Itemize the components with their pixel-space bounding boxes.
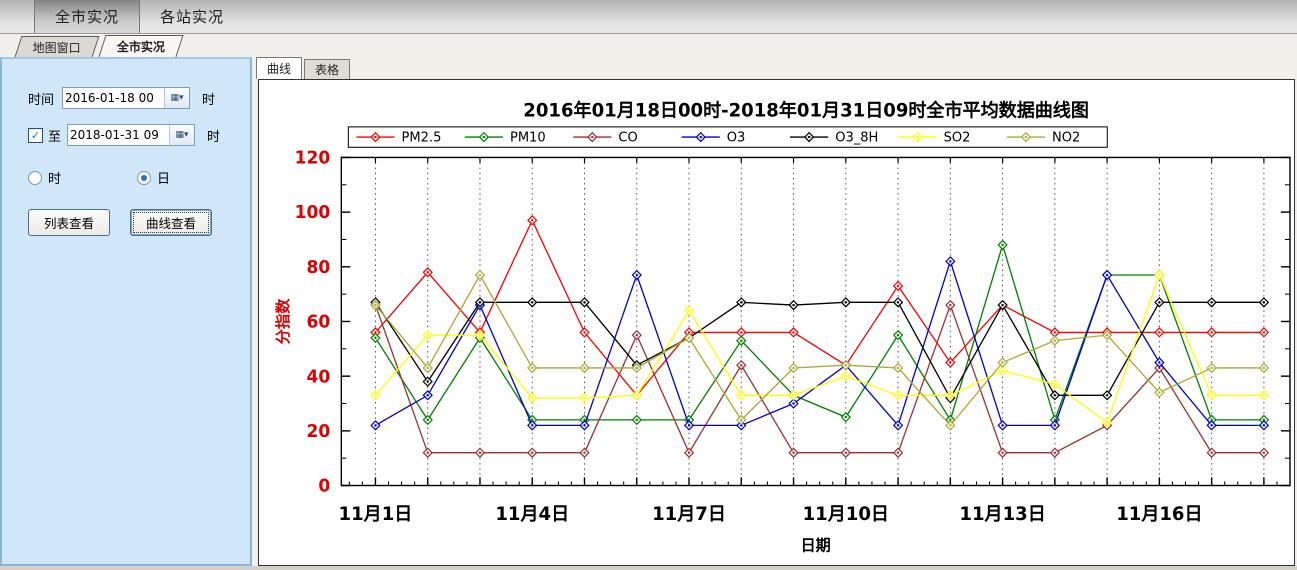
window-tab-map[interactable]: 地图窗口 [14,36,100,57]
svg-text:SO2: SO2 [944,131,971,146]
svg-text:11月10日: 11月10日 [803,504,889,525]
svg-text:11月13日: 11月13日 [959,504,1045,525]
svg-text:日期: 日期 [801,537,831,555]
radio-hour[interactable] [28,170,42,185]
radio-day-label: 日 [157,172,171,187]
chart-panel: 曲线 表格 2016年01月18日00时-2018年01月31日09时全市平均数… [252,57,1297,566]
svg-text:PM2.5: PM2.5 [402,131,442,146]
end-hour-suffix: 时 [207,129,221,145]
view-tab-strip: 曲线 表格 [252,57,1297,79]
svg-text:PM10: PM10 [510,131,546,146]
svg-text:11月4日: 11月4日 [495,504,569,525]
main-tab-bar: 全市实况 各站实况 [0,0,1297,34]
calendar-dropdown-icon[interactable]: ▦▾ [169,125,195,145]
svg-text:80: 80 [307,258,331,278]
main-tab-citywide[interactable]: 全市实况 [34,0,140,33]
end-date-field-wrap: ▦▾ [67,124,196,146]
svg-text:20: 20 [307,422,331,442]
window-tab-citywide-label: 全市实况 [116,40,165,54]
start-date-input[interactable] [63,91,165,105]
view-tab-curve-label: 曲线 [267,62,292,76]
window-tab-citywide[interactable]: 全市实况 [98,35,184,57]
query-panel: 时间 ▦▾ 时 ✓ 至 ▦▾ 时 时 [0,57,252,566]
svg-text:O3: O3 [727,131,746,146]
svg-text:O3_8H: O3_8H [835,131,878,146]
end-date-input[interactable] [68,128,170,142]
chart-container: 2016年01月18日00时-2018年01月31日09时全市平均数据曲线图 0 2… [258,79,1295,566]
svg-text:0: 0 [318,477,330,497]
main-tab-stations-label: 各站实况 [159,8,224,26]
list-view-button[interactable]: 列表查看 [28,209,110,236]
to-label: 至 [48,129,62,145]
main-tab-stations[interactable]: 各站实况 [140,0,244,33]
svg-text:11月16日: 11月16日 [1116,504,1202,525]
svg-text:2016年01月18日00时-2018年01月31日09时全: 2016年01月18日00时-2018年01月31日09时全市平均数据曲线图 [523,100,1089,122]
svg-text:11月7日: 11月7日 [652,504,726,525]
action-row: 列表查看 曲线查看 [28,209,250,236]
svg-text:CO: CO [618,131,637,146]
chart-canvas: 2016年01月18日00时-2018年01月31日09时全市平均数据曲线图 0 2… [258,79,1295,566]
start-time-row: 时间 ▦▾ 时 [28,87,250,109]
svg-text:分指数: 分指数 [274,298,292,345]
curve-view-button[interactable]: 曲线查看 [130,209,212,236]
window-tab-map-label: 地图窗口 [32,40,81,55]
radio-day[interactable] [137,170,152,185]
radio-hour-label: 时 [48,172,62,187]
main-tab-citywide-label: 全市实况 [54,8,119,26]
main-area: 时间 ▦▾ 时 ✓ 至 ▦▾ 时 时 [0,57,1297,566]
calendar-dropdown-icon[interactable]: ▦▾ [164,88,190,108]
time-label: 时间 [28,92,55,108]
end-time-row: ✓ 至 ▦▾ 时 [28,124,250,146]
window-tab-strip: 地图窗口 全市实况 [0,34,1297,58]
to-checkbox[interactable]: ✓ [28,127,43,143]
svg-text:100: 100 [295,203,331,223]
svg-text:NO2: NO2 [1052,131,1080,146]
svg-text:120: 120 [295,148,331,168]
view-tab-curve[interactable]: 曲线 [256,57,303,79]
start-hour-suffix: 时 [202,92,216,108]
svg-text:11月1日: 11月1日 [339,504,413,525]
start-date-field-wrap: ▦▾ [62,87,191,109]
view-tab-table[interactable]: 表格 [304,59,351,79]
svg-text:60: 60 [307,312,331,332]
granularity-row: 时 日 [28,168,250,187]
view-tab-table-label: 表格 [315,63,340,77]
svg-text:40: 40 [307,367,331,387]
